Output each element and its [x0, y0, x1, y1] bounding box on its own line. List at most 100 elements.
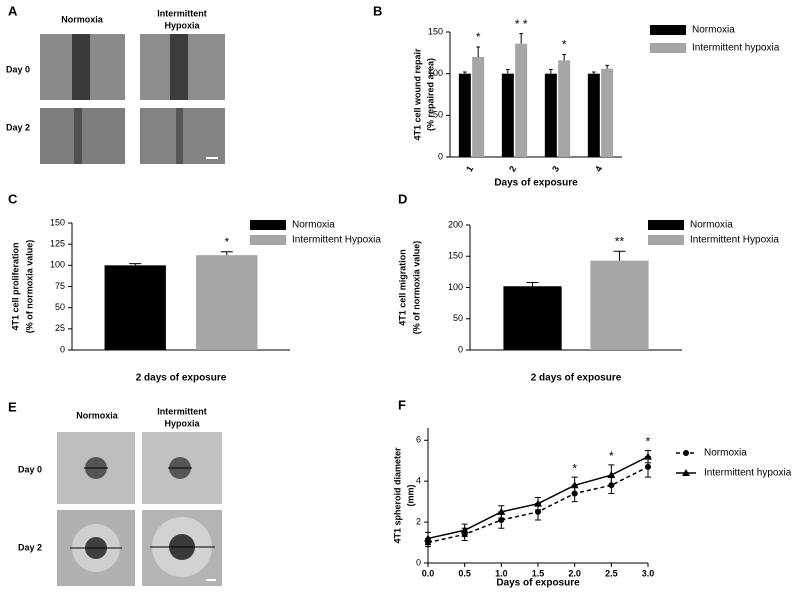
- data-point: [497, 507, 506, 515]
- data-point: [535, 508, 541, 515]
- legend-label: Normoxia: [704, 448, 747, 459]
- bar: [501, 73, 514, 157]
- y-tick-label: 150: [448, 251, 463, 261]
- bar: [544, 73, 557, 157]
- legend-swatch: [650, 25, 686, 35]
- scratch: [72, 34, 90, 100]
- column-label: Hypoxia: [164, 418, 200, 428]
- x-axis-label: 2 days of exposure: [531, 373, 622, 384]
- error-bar: [129, 263, 142, 266]
- panel-letter: B: [373, 3, 382, 18]
- y-tick-label: 50: [453, 313, 463, 323]
- panel-letter: C: [8, 191, 18, 206]
- scratch: [176, 108, 183, 164]
- bar: [196, 255, 258, 350]
- scratch: [74, 108, 82, 164]
- legend-marker: [683, 450, 689, 456]
- column-label: Intermittent: [157, 8, 207, 18]
- bar: [587, 73, 600, 157]
- y-axis-label: 4T1 cell migration: [397, 249, 407, 326]
- x-tick-label: 3.0: [642, 568, 655, 578]
- row-label: Day 2: [6, 122, 30, 132]
- y-tick-label: 100: [448, 282, 463, 292]
- bar: [104, 265, 166, 350]
- x-tick-label: 1.5: [532, 568, 545, 578]
- y-tick-label: 150: [50, 217, 65, 227]
- legend-marker: [682, 469, 690, 476]
- x-axis-label: Days of exposure: [496, 578, 580, 589]
- error-bar: [220, 251, 233, 256]
- x-axis-label: 2 days of exposure: [136, 373, 227, 384]
- legend-swatch: [648, 235, 684, 245]
- error-bar: [519, 33, 523, 44]
- legend-label: Intermittent hypoxia: [692, 43, 780, 54]
- y-tick-label: 0: [416, 557, 421, 567]
- x-axis-label: Days of exposure: [494, 178, 578, 189]
- y-tick-label: 75: [55, 281, 65, 291]
- bar: [472, 57, 485, 157]
- significance-marker: *: [572, 461, 577, 475]
- row-label: Day 0: [18, 464, 42, 474]
- row-label: Day 0: [6, 64, 30, 74]
- micrograph: [40, 108, 125, 164]
- legend-label: Intermittent Hypoxia: [292, 235, 381, 246]
- legend-swatch: [250, 235, 286, 245]
- error-bar: [476, 46, 480, 57]
- y-axis-label: (% of normoxia value): [411, 241, 421, 335]
- legend-swatch: [250, 220, 286, 230]
- legend-label: Normoxia: [690, 220, 733, 231]
- error-bar: [506, 69, 510, 74]
- data-point: [644, 452, 652, 460]
- legend-label: Normoxia: [692, 25, 735, 36]
- legend-swatch: [650, 43, 686, 53]
- significance-marker: *: [224, 235, 229, 249]
- significance-marker: **: [615, 234, 625, 248]
- y-tick-label: 200: [448, 219, 463, 229]
- bar: [590, 260, 649, 350]
- error-bar: [613, 250, 626, 261]
- data-point: [460, 526, 469, 534]
- x-tick-label: 3: [550, 164, 561, 173]
- data-point: [607, 471, 616, 479]
- bar: [601, 68, 614, 157]
- error-bar: [605, 64, 609, 69]
- y-axis-label: 4T1 cell wound repair: [412, 48, 422, 141]
- y-tick-label: 0: [438, 151, 443, 161]
- y-axis-label: 4T1 spheroid diameter: [392, 447, 402, 544]
- error-bar: [526, 282, 539, 287]
- row-label: Day 2: [18, 542, 42, 552]
- spheroid-grid: [57, 432, 222, 586]
- legend-label: Intermittent hypoxia: [704, 468, 792, 479]
- y-tick-label: 0: [458, 344, 463, 354]
- x-tick-label: 0.5: [458, 568, 471, 578]
- significance-marker: *: [609, 449, 614, 463]
- x-tick-label: 2.5: [605, 568, 618, 578]
- panel-letter: F: [398, 397, 406, 412]
- x-tick-label: 0.0: [422, 568, 435, 578]
- micrograph-grid: [40, 34, 225, 164]
- x-tick-label: 1.0: [495, 568, 508, 578]
- data-point: [534, 499, 542, 507]
- x-tick-label: 4: [593, 164, 604, 173]
- significance-marker: * *: [515, 17, 528, 31]
- data-point: [424, 534, 432, 542]
- x-tick-label: 2: [507, 164, 518, 173]
- bar: [515, 43, 528, 157]
- bar: [458, 73, 471, 157]
- y-tick-label: 150: [428, 26, 443, 36]
- panel-letter: A: [8, 3, 18, 18]
- x-tick-label: 1: [464, 164, 475, 173]
- column-label: Hypoxia: [164, 20, 200, 30]
- y-tick-label: 2: [416, 516, 421, 526]
- y-axis-label: (% of normoxia value): [24, 240, 34, 334]
- column-label: Intermittent: [157, 406, 207, 416]
- y-tick-label: 50: [55, 302, 65, 312]
- error-bar: [463, 71, 467, 74]
- y-tick-label: 25: [55, 323, 65, 333]
- data-point: [498, 517, 505, 524]
- error-bar: [549, 69, 553, 74]
- y-tick-label: 50: [433, 110, 443, 120]
- y-axis-label: 4T1 cell proliferation: [10, 242, 20, 330]
- significance-marker: *: [476, 30, 481, 44]
